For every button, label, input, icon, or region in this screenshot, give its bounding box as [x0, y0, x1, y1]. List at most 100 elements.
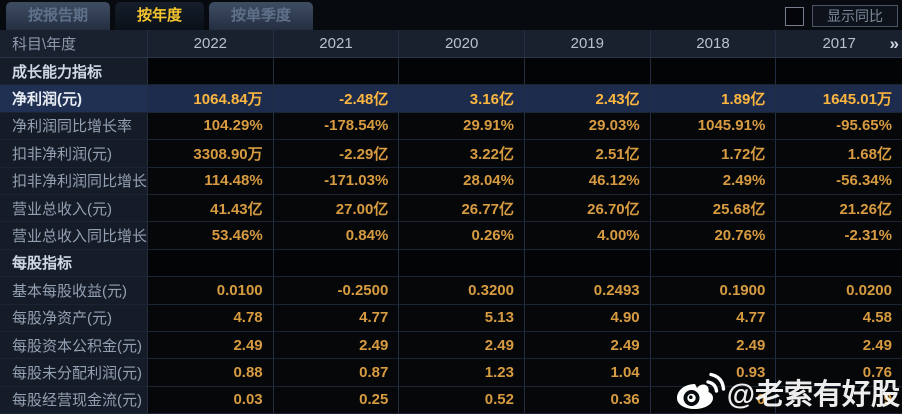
cell-value [650, 58, 777, 85]
section-row[interactable]: 每股指标 [0, 249, 902, 278]
cell-value: 1045.91% [650, 112, 777, 140]
cell-value: 2.49 [273, 331, 400, 359]
row-label: 成长能力指标 [0, 58, 148, 85]
table-row[interactable]: 净利润(元) 1064.84万 -2.48亿 3.16亿 2.43亿 1.89亿 1645.… [0, 85, 902, 113]
show-yoy-label[interactable]: 显示同比 [812, 5, 898, 27]
tab-by-quarter[interactable]: 按单季度 [209, 2, 314, 30]
cell-value: 1.23 [399, 359, 525, 386]
table-row[interactable]: 每股未分配利润(元) 0.88 0.87 1.23 1.04 0.93 0.76 [0, 359, 902, 387]
cell-value: -178.54% [273, 112, 400, 140]
cell-value: 2.49 [776, 331, 902, 359]
cell-value: 26.77亿 [399, 194, 525, 222]
year-column-header: 2021 [274, 30, 400, 57]
cell-value: 4.00% [524, 222, 651, 249]
cell-value: 4.58 [776, 304, 902, 331]
cell-value: -2.48亿 [273, 85, 400, 112]
tab-by-year[interactable]: 按年度 [115, 2, 205, 30]
cell-value: -0.2500 [273, 277, 400, 304]
cell-value [148, 249, 274, 277]
cell-value [399, 58, 525, 85]
cell-value: 0 [650, 386, 777, 414]
cell-value: 0.1900 [650, 277, 777, 304]
cell-value: 1064.84万 [148, 85, 274, 112]
row-label: 扣非净利润(元) [0, 140, 148, 167]
table-row[interactable]: 营业总收入同比增长率 53.46% 0.84% 0.26% 4.00% 20.76% -2.… [0, 222, 902, 250]
row-label: 每股资本公积金(元) [0, 331, 148, 359]
cell-value: 0.2493 [524, 277, 651, 304]
row-label: 扣非净利润同比增长率 [0, 167, 148, 194]
cell-value: 1.04 [524, 359, 651, 386]
more-columns-icon[interactable]: » [889, 33, 900, 53]
table-body: 成长能力指标 净利润(元) 1064.84万 -2.48亿 3.16亿 2.43亿 1.89… [0, 58, 902, 414]
cell-value: 29.03% [524, 112, 651, 140]
cell-value: 2.51亿 [524, 140, 651, 167]
cell-value: 4.78 [148, 304, 274, 331]
cell-value: -56.34% [776, 167, 902, 194]
cell-value: 2.43亿 [524, 85, 651, 112]
cell-value: 5.13 [399, 304, 525, 331]
tab-by-report-period[interactable]: 按报告期 [6, 2, 111, 30]
cell-value: 1.89亿 [650, 85, 777, 112]
row-label: 每股未分配利润(元) [0, 359, 148, 386]
cell-value: 114.48% [148, 167, 274, 194]
row-label: 营业总收入同比增长率 [0, 222, 148, 249]
cell-value: 1.68亿 [776, 140, 902, 167]
show-yoy-checkbox[interactable] [785, 7, 804, 26]
cell-value: 0.0200 [776, 277, 902, 304]
cell-value: 0.26% [399, 222, 525, 249]
year-column-header: 2018 [651, 30, 777, 57]
cell-value: 0.25 [273, 386, 400, 414]
row-label: 基本每股收益(元) [0, 277, 148, 304]
cell-value: 9 [776, 386, 902, 414]
year-column-header: 2017» [822, 33, 900, 53]
table-row[interactable]: 每股经营现金流(元) 0.03 0.25 0.52 0.36 0 9 [0, 386, 902, 414]
cell-value: 3.16亿 [399, 85, 525, 112]
cell-value: -171.03% [273, 167, 400, 194]
cell-value: 0.0100 [148, 277, 274, 304]
cell-value: 2.49 [650, 331, 777, 359]
table-row[interactable]: 营业总收入(元) 41.43亿 27.00亿 26.77亿 26.70亿 25.68亿 21… [0, 194, 902, 223]
row-label: 每股净资产(元) [0, 304, 148, 331]
table-row[interactable]: 净利润同比增长率 104.29% -178.54% 29.91% 29.03% 1045.… [0, 112, 902, 141]
table-row[interactable]: 每股资本公积金(元) 2.49 2.49 2.49 2.49 2.49 2.49 [0, 331, 902, 360]
cell-value: 0.84% [273, 222, 400, 249]
table-header: 科目\年度 2022 2021 2020 2019 2018 2017» [0, 30, 902, 58]
table-row[interactable]: 基本每股收益(元) 0.0100 -0.2500 0.3200 0.2493 0.1900… [0, 277, 902, 305]
cell-value: 104.29% [148, 112, 274, 140]
row-label: 每股经营现金流(元) [0, 386, 148, 414]
cell-value: 0.52 [399, 386, 525, 414]
cell-value: 27.00亿 [273, 194, 400, 222]
cell-value: 2.49 [399, 331, 525, 359]
cell-value: 0.3200 [399, 277, 525, 304]
cell-value [273, 249, 400, 277]
cell-value: 1.72亿 [650, 140, 777, 167]
row-label: 净利润(元) [0, 85, 148, 112]
table-row[interactable]: 每股净资产(元) 4.78 4.77 5.13 4.90 4.77 4.58 [0, 304, 902, 332]
cell-value: 2.49% [650, 167, 777, 194]
cell-value [399, 249, 525, 277]
cell-value: 29.91% [399, 112, 525, 140]
row-label: 营业总收入(元) [0, 194, 148, 222]
cell-value: 28.04% [399, 167, 525, 194]
cell-value [524, 249, 651, 277]
table-row[interactable]: 扣非净利润(元) 3308.90万 -2.29亿 3.22亿 2.51亿 1.72亿 1.6… [0, 140, 902, 168]
cell-value: 21.26亿 [776, 194, 902, 222]
corner-header-label: 科目\年度 [0, 30, 148, 57]
cell-value: -2.31% [776, 222, 902, 249]
cell-value: 0.76 [776, 359, 902, 386]
cell-value: 4.77 [650, 304, 777, 331]
section-row[interactable]: 成长能力指标 [0, 58, 902, 86]
cell-value: 0.88 [148, 359, 274, 386]
cell-value [776, 58, 902, 85]
year-column-header: 2020 [399, 30, 525, 57]
cell-value: -95.65% [776, 112, 902, 140]
cell-value [273, 58, 400, 85]
cell-value: 4.77 [273, 304, 400, 331]
cell-value [148, 58, 274, 85]
cell-value: 25.68亿 [650, 194, 777, 222]
year-column-header: 2022 [148, 30, 274, 57]
cell-value: 0.36 [524, 386, 651, 414]
table-row[interactable]: 扣非净利润同比增长率 114.48% -171.03% 28.04% 46.12% 2.4… [0, 167, 902, 195]
cell-value: 0.93 [650, 359, 777, 386]
tab-bar: 按报告期 按年度 按单季度 显示同比 [0, 0, 902, 30]
